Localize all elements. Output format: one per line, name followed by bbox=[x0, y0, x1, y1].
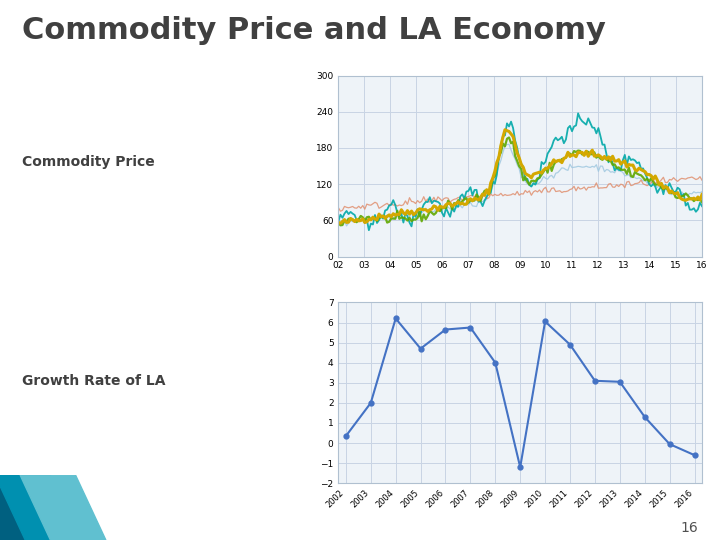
Polygon shape bbox=[20, 475, 106, 540]
Text: Growth Rate of LA: Growth Rate of LA bbox=[22, 374, 165, 388]
Text: 16: 16 bbox=[680, 521, 698, 535]
Text: Commodity Price: Commodity Price bbox=[22, 155, 154, 169]
Polygon shape bbox=[0, 475, 81, 540]
Polygon shape bbox=[0, 475, 55, 540]
Text: Commodity Price and LA Economy: Commodity Price and LA Economy bbox=[22, 16, 606, 45]
